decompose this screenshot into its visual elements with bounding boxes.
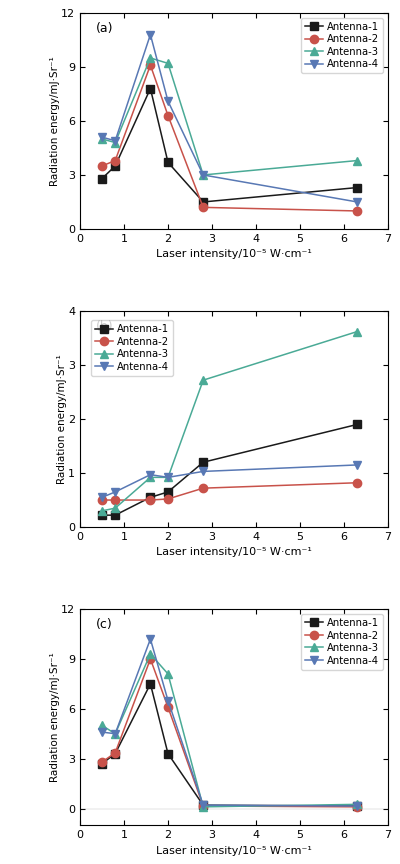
Line: Antenna-1: Antenna-1 xyxy=(98,680,361,810)
Antenna-3 xyxy=(100,134,104,144)
Antenna-1 xyxy=(148,492,153,503)
Line: Antenna-1: Antenna-1 xyxy=(98,420,361,519)
Antenna-2 xyxy=(166,494,170,505)
Line: Antenna-4: Antenna-4 xyxy=(98,461,361,501)
Antenna-1 xyxy=(166,157,170,168)
Antenna-2 xyxy=(166,702,170,712)
Antenna-2 xyxy=(148,654,153,664)
Antenna-1 xyxy=(148,84,153,94)
Antenna-1 xyxy=(355,801,360,811)
Antenna-2 xyxy=(201,202,206,213)
Text: (c): (c) xyxy=(96,618,112,631)
Antenna-1 xyxy=(166,748,170,759)
Antenna-4 xyxy=(355,460,360,470)
Antenna-4 xyxy=(148,634,153,645)
Legend: Antenna-1, Antenna-2, Antenna-3, Antenna-4: Antenna-1, Antenna-2, Antenna-3, Antenna… xyxy=(301,614,383,670)
Antenna-4 xyxy=(148,469,153,480)
Antenna-1 xyxy=(355,182,360,193)
Antenna-3 xyxy=(201,170,206,181)
Antenna-1 xyxy=(113,161,118,171)
Antenna-3 xyxy=(166,669,170,679)
Line: Antenna-1: Antenna-1 xyxy=(98,85,361,206)
Antenna-2 xyxy=(201,801,206,811)
Antenna-3 xyxy=(355,799,360,810)
X-axis label: Laser intensity/10⁻⁵ W·cm⁻¹: Laser intensity/10⁻⁵ W·cm⁻¹ xyxy=(156,548,312,557)
Line: Antenna-2: Antenna-2 xyxy=(98,61,361,215)
Antenna-3 xyxy=(166,472,170,482)
Antenna-1 xyxy=(201,197,206,207)
Text: (b): (b) xyxy=(96,320,113,333)
Antenna-3 xyxy=(355,327,360,337)
Line: Antenna-4: Antenna-4 xyxy=(98,635,361,810)
Antenna-3 xyxy=(113,728,118,739)
X-axis label: Laser intensity/10⁻⁵ W·cm⁻¹: Laser intensity/10⁻⁵ W·cm⁻¹ xyxy=(156,846,312,855)
Line: Antenna-2: Antenna-2 xyxy=(98,655,361,811)
Antenna-2 xyxy=(355,206,360,216)
Antenna-2 xyxy=(100,757,104,767)
Antenna-3 xyxy=(113,137,118,148)
Text: (a): (a) xyxy=(96,22,113,35)
Antenna-3 xyxy=(201,802,206,812)
Antenna-4 xyxy=(113,136,118,146)
Antenna-1 xyxy=(201,800,206,810)
Y-axis label: Radiation energy/mJ·Sr⁻¹: Radiation energy/mJ·Sr⁻¹ xyxy=(50,652,60,782)
Antenna-2 xyxy=(148,495,153,505)
Antenna-2 xyxy=(113,495,118,505)
Antenna-2 xyxy=(113,156,118,166)
Antenna-2 xyxy=(113,747,118,758)
Antenna-3 xyxy=(113,503,118,513)
Antenna-1 xyxy=(100,174,104,184)
Antenna-2 xyxy=(201,483,206,493)
Antenna-1 xyxy=(355,419,360,429)
Antenna-1 xyxy=(100,759,104,769)
Line: Antenna-3: Antenna-3 xyxy=(98,327,361,515)
Antenna-4 xyxy=(166,96,170,106)
Y-axis label: Radiation energy/mJ·Sr⁻¹: Radiation energy/mJ·Sr⁻¹ xyxy=(50,56,60,186)
Antenna-3 xyxy=(355,156,360,166)
Y-axis label: Radiation energy/mJ·Sr⁻¹: Radiation energy/mJ·Sr⁻¹ xyxy=(57,354,67,484)
Antenna-2 xyxy=(355,478,360,488)
Antenna-1 xyxy=(113,748,118,759)
Antenna-4 xyxy=(201,467,206,477)
Antenna-4 xyxy=(148,29,153,40)
Line: Antenna-2: Antenna-2 xyxy=(98,479,361,505)
Antenna-1 xyxy=(113,510,118,520)
Antenna-2 xyxy=(166,111,170,121)
Antenna-3 xyxy=(148,472,153,482)
Antenna-4 xyxy=(355,197,360,207)
Line: Antenna-3: Antenna-3 xyxy=(98,54,361,179)
Antenna-4 xyxy=(100,132,104,143)
Antenna-1 xyxy=(166,486,170,497)
Antenna-4 xyxy=(355,801,360,811)
Antenna-1 xyxy=(100,510,104,520)
Antenna-4 xyxy=(201,800,206,810)
Antenna-3 xyxy=(100,505,104,516)
Antenna-4 xyxy=(201,170,206,181)
Antenna-2 xyxy=(148,60,153,70)
Antenna-2 xyxy=(100,161,104,171)
Antenna-2 xyxy=(355,802,360,812)
Antenna-3 xyxy=(166,58,170,68)
X-axis label: Laser intensity/10⁻⁵ W·cm⁻¹: Laser intensity/10⁻⁵ W·cm⁻¹ xyxy=(156,250,312,259)
Legend: Antenna-1, Antenna-2, Antenna-3, Antenna-4: Antenna-1, Antenna-2, Antenna-3, Antenna… xyxy=(91,321,173,376)
Antenna-4 xyxy=(113,486,118,497)
Line: Antenna-4: Antenna-4 xyxy=(98,30,361,206)
Antenna-3 xyxy=(148,53,153,63)
Line: Antenna-3: Antenna-3 xyxy=(98,650,361,811)
Antenna-3 xyxy=(201,375,206,385)
Legend: Antenna-1, Antenna-2, Antenna-3, Antenna-4: Antenna-1, Antenna-2, Antenna-3, Antenna… xyxy=(301,18,383,73)
Antenna-4 xyxy=(100,727,104,737)
Antenna-2 xyxy=(100,495,104,505)
Antenna-1 xyxy=(148,679,153,689)
Antenna-1 xyxy=(201,457,206,467)
Antenna-4 xyxy=(113,728,118,739)
Antenna-4 xyxy=(166,696,170,706)
Antenna-3 xyxy=(148,649,153,659)
Antenna-4 xyxy=(166,472,170,482)
Antenna-3 xyxy=(100,721,104,731)
Antenna-4 xyxy=(100,492,104,503)
